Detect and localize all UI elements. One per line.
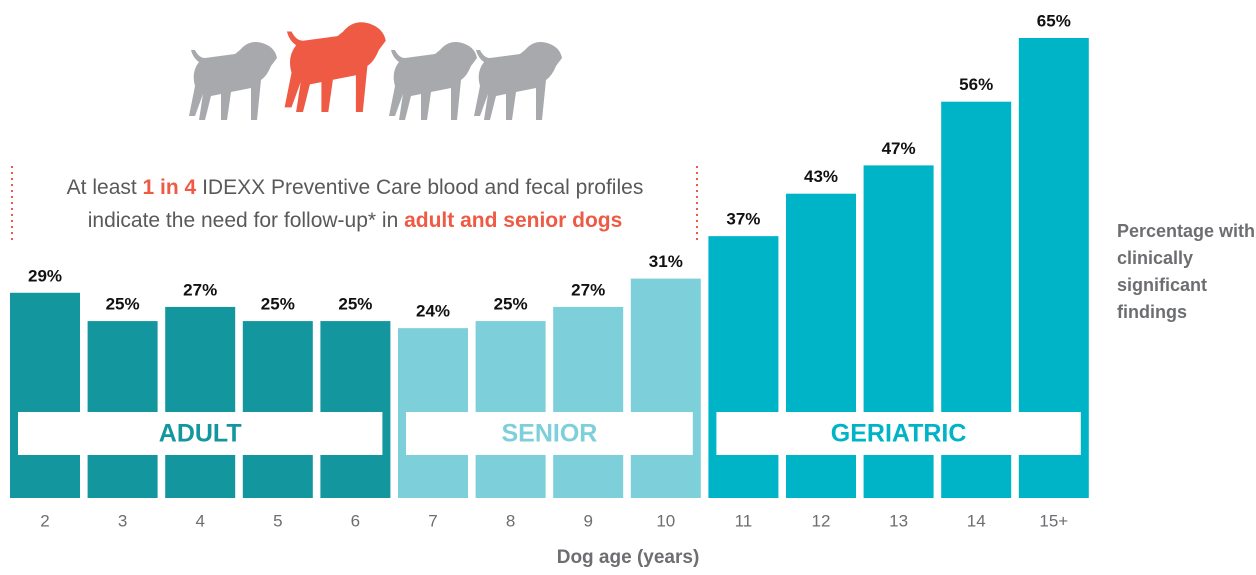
bar <box>10 293 80 498</box>
annotation: indicate the need for follow-up* in adul… <box>88 209 623 232</box>
x-tick-label: 4 <box>195 511 204 530</box>
x-tick-label: 13 <box>889 511 908 530</box>
x-tick-label: 15+ <box>1039 511 1068 530</box>
dog-icon <box>189 42 277 120</box>
x-tick-label: 10 <box>656 511 675 530</box>
annotation-highlight: 1 in 4 <box>143 176 197 199</box>
x-tick-label: 7 <box>428 511 437 530</box>
bar <box>165 307 235 498</box>
dog-icon <box>474 42 562 120</box>
page: Dog age (years) At least 1 in 4 IDEXX Pr… <box>0 0 1256 575</box>
x-tick-label: 14 <box>967 511 986 530</box>
value-label: 65% <box>1037 11 1071 30</box>
value-label: 24% <box>416 302 450 321</box>
x-tick-label: 9 <box>583 511 592 530</box>
x-tick-label: 5 <box>273 511 282 530</box>
value-label: 31% <box>649 252 683 271</box>
value-label: 37% <box>726 210 760 229</box>
x-tick-label: 12 <box>812 511 831 530</box>
bar <box>708 236 778 498</box>
dog-icon-highlight <box>285 22 386 112</box>
value-label: 27% <box>183 280 217 299</box>
bar <box>631 279 701 498</box>
bar <box>320 321 390 498</box>
value-label: 47% <box>882 139 916 158</box>
y-axis-label: Percentage with clinically significant f… <box>1117 218 1256 326</box>
annotation-highlight: adult and senior dogs <box>404 209 622 232</box>
annotation-text: IDEXX Preventive Care blood and fecal pr… <box>196 176 643 199</box>
annotation-text: indicate the need for follow-up* in <box>88 209 404 232</box>
group-label: ADULT <box>159 420 242 448</box>
x-tick-label: 3 <box>118 511 127 530</box>
chart: Dog age (years) At least 1 in 4 IDEXX Pr… <box>0 0 1256 575</box>
annotation: At least 1 in 4 IDEXX Preventive Care bl… <box>67 176 644 199</box>
value-label: 25% <box>494 295 528 314</box>
x-tick-label: 6 <box>351 511 360 530</box>
value-label: 56% <box>959 75 993 94</box>
annotation-text: At least <box>67 176 143 199</box>
value-label: 27% <box>571 280 605 299</box>
x-tick-label: 8 <box>506 511 515 530</box>
x-tick-label: 11 <box>735 511 753 530</box>
bar <box>88 321 158 498</box>
dog-icon <box>389 42 477 120</box>
x-axis-label: Dog age (years) <box>557 547 700 568</box>
bar <box>553 307 623 498</box>
value-label: 25% <box>338 295 372 314</box>
value-label: 25% <box>106 295 140 314</box>
group-label: SENIOR <box>501 420 597 448</box>
bar <box>476 321 546 498</box>
dog-icons <box>189 22 562 120</box>
value-label: 29% <box>28 266 62 285</box>
group-label: GERIATRIC <box>831 420 967 448</box>
x-tick-label: 2 <box>40 511 49 530</box>
value-label: 43% <box>804 167 838 186</box>
value-label: 25% <box>261 295 295 314</box>
bar <box>243 321 313 498</box>
